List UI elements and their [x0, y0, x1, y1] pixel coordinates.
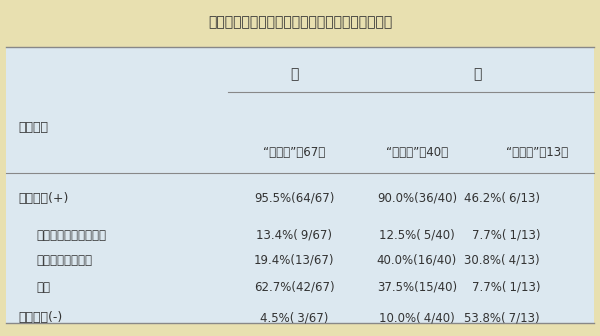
Text: 19.4%(13/67): 19.4%(13/67)	[254, 254, 334, 267]
Text: 型: 型	[473, 67, 481, 81]
Text: 7.7%( 1/13): 7.7%( 1/13)	[472, 281, 540, 294]
Text: 組織病変(-): 組織病変(-)	[18, 311, 62, 324]
Text: 46.2%( 6/13): 46.2%( 6/13)	[464, 192, 540, 205]
Text: “心不全”（40）: “心不全”（40）	[386, 146, 448, 159]
Text: 10.0%( 4/40): 10.0%( 4/40)	[379, 311, 455, 324]
Text: 13.4%( 9/67): 13.4%( 9/67)	[256, 229, 332, 242]
Text: 表１　３つの病型に罹患した鶏における肝臓病変: 表１ ３つの病型に罹患した鶏における肝臓病変	[208, 15, 392, 29]
Text: 組織病変(+): 組織病変(+)	[18, 192, 68, 205]
Text: 62.7%(42/67): 62.7%(42/67)	[254, 281, 334, 294]
Text: 37.5%(15/40): 37.5%(15/40)	[377, 281, 457, 294]
Text: 53.8%( 7/13): 53.8%( 7/13)	[464, 311, 540, 324]
Text: “腹水症”（67）: “腹水症”（67）	[263, 146, 325, 159]
FancyBboxPatch shape	[6, 47, 594, 323]
Text: 95.5%(64/67): 95.5%(64/67)	[254, 192, 334, 205]
Text: 30.8%( 4/13): 30.8%( 4/13)	[464, 254, 540, 267]
Text: 40.0%(16/40): 40.0%(16/40)	[377, 254, 457, 267]
Text: 4.5%( 3/67): 4.5%( 3/67)	[260, 311, 328, 324]
Text: 90.0%(36/40): 90.0%(36/40)	[377, 192, 457, 205]
Text: 12.5%( 5/40): 12.5%( 5/40)	[379, 229, 455, 242]
Text: 肝被膜線維化のみ: 肝被膜線維化のみ	[36, 254, 92, 267]
Text: 両方: 両方	[36, 281, 50, 294]
Text: 肝臓病変: 肝臓病変	[18, 121, 48, 134]
Text: 胝細胞変性・壊死のみ: 胝細胞変性・壊死のみ	[36, 229, 106, 242]
Text: “その他”（13）: “その他”（13）	[506, 146, 568, 159]
Text: 病: 病	[290, 67, 298, 81]
Text: 7.7%( 1/13): 7.7%( 1/13)	[472, 229, 540, 242]
